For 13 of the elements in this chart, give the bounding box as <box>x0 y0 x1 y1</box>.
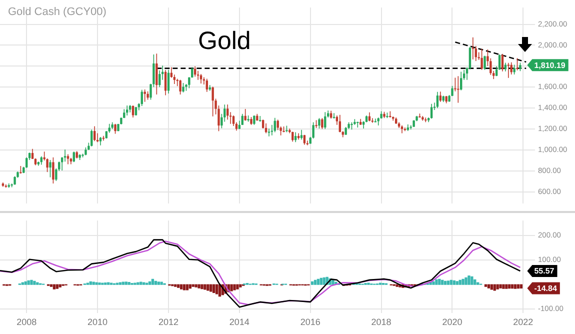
chart-title: Gold Cash (GCY00) <box>8 6 106 18</box>
annotation: 55.57 <box>534 266 555 276</box>
x-tick-label: 2014 <box>229 317 250 328</box>
annotation: -14.84 <box>534 284 558 293</box>
x-tick-label: 2008 <box>16 317 37 328</box>
x-tick-label: 2022 <box>513 317 534 328</box>
annotation: 1,810.19 <box>534 60 566 70</box>
x-tick-label: 2010 <box>88 317 108 328</box>
x-tick-label: 2018 <box>371 317 392 328</box>
x-tick-label: 2020 <box>442 317 462 328</box>
annotation: Gold <box>198 26 251 55</box>
x-tick-label: 2012 <box>158 317 178 328</box>
x-tick-label: 2016 <box>300 317 320 328</box>
